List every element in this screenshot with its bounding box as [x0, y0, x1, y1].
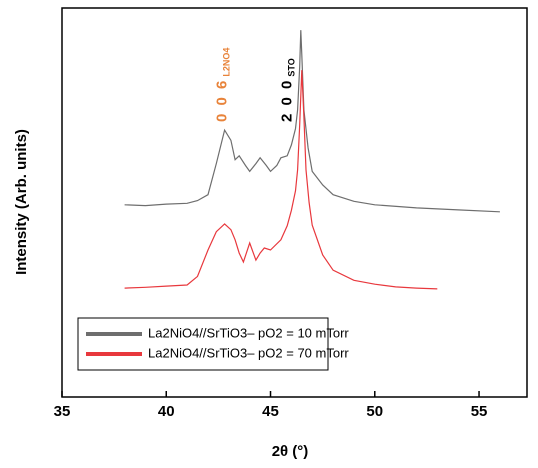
annotation-subscript: STO [287, 58, 297, 76]
plot-frame [61, 7, 528, 398]
x-tick-label: 35 [54, 403, 71, 420]
legend-label: La2NiO4//SrTiO3– pO2 = 70 mTorr [148, 345, 349, 360]
annotation: 0 0 6 L2NO4 [214, 48, 232, 122]
data-line [124, 70, 438, 290]
x-axis-label: 2θ (°) [272, 443, 309, 460]
legend-box [77, 317, 329, 371]
legend-label: La2NiO4//SrTiO3– pO2 = 10 mTorr [148, 325, 349, 340]
y-axis-label: Intensity (Arb. units) [13, 129, 30, 275]
x-tick-label: 40 [158, 403, 175, 420]
annotation-text: 0 0 6 [214, 79, 231, 122]
data-line [124, 30, 500, 213]
annotation: 2 0 0 STO [278, 58, 296, 122]
x-tick-label: 50 [366, 403, 383, 420]
annotation-subscript: L2NO4 [222, 48, 232, 77]
annotation-text: 2 0 0 [278, 79, 295, 122]
x-tick-label: 45 [262, 403, 279, 420]
x-tick-label: 55 [471, 403, 488, 420]
